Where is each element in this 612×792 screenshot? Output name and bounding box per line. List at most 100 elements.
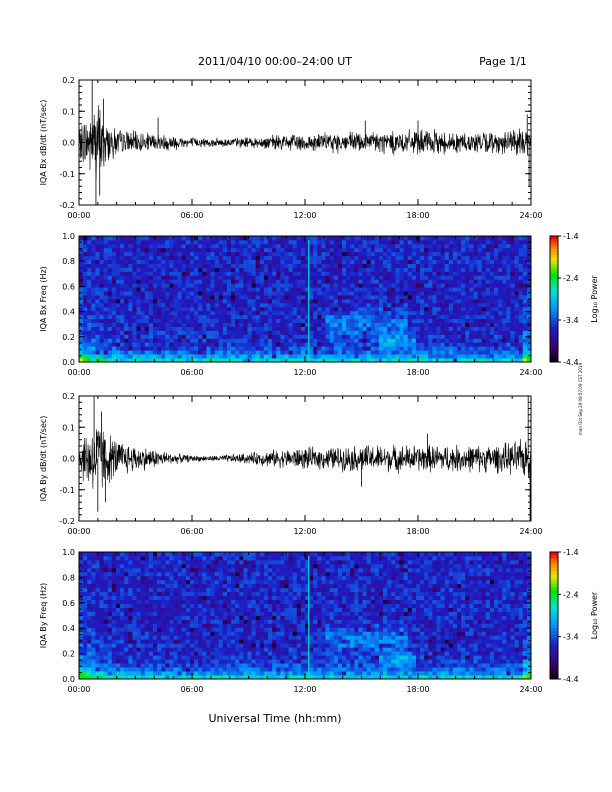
spectrogram-cell — [103, 659, 109, 664]
spectrogram-cell — [325, 247, 331, 253]
spectrogram-cell — [173, 671, 179, 676]
spectrogram-cell — [341, 267, 347, 272]
spectrogram-cell — [321, 330, 326, 335]
spectrogram-cell — [325, 251, 331, 257]
spectrogram-cell — [140, 299, 146, 304]
spectrogram-cell — [87, 659, 92, 664]
spectrogram-cell — [255, 279, 261, 284]
spectrogram-cell — [214, 299, 220, 304]
spectrogram-cell — [243, 255, 248, 261]
spectrogram-cell — [120, 346, 125, 351]
spectrogram-cell — [99, 287, 105, 292]
spectrogram-cell — [161, 671, 166, 676]
spectrogram-cell — [440, 279, 446, 284]
spectrogram-cell — [185, 302, 191, 308]
spectrogram-cell — [107, 607, 113, 612]
spectrogram-cell — [148, 552, 154, 557]
spectrogram-cell — [152, 291, 158, 296]
spectrogram-cell — [111, 255, 117, 261]
spectrogram-cell — [346, 354, 351, 359]
spectrogram-cell — [399, 271, 405, 276]
spectrogram-cell — [485, 271, 491, 276]
spectrogram-cell — [383, 350, 388, 355]
spectrogram-cell — [510, 279, 515, 284]
spectrogram-cell — [173, 271, 179, 276]
spectrogram-cell — [403, 236, 409, 241]
spectrogram-cell — [305, 306, 310, 312]
spectrogram-cell — [469, 342, 474, 347]
spectrogram-cell — [206, 251, 211, 257]
spectrogram-cell — [383, 275, 388, 280]
spectrogram-cell — [157, 671, 162, 676]
spectrogram-cell — [411, 299, 417, 304]
spectrogram-cell — [152, 639, 158, 644]
spectrogram-cell — [181, 563, 187, 569]
spectrogram-cell — [255, 283, 261, 288]
spectrogram-cell — [432, 271, 437, 276]
spectrogram-cell — [259, 299, 265, 304]
spectrogram-cell — [79, 603, 84, 608]
spectrogram-cell — [99, 635, 105, 640]
spectrogram-cell — [337, 314, 343, 320]
spectrogram-cell — [477, 236, 483, 241]
spectrogram-cell — [494, 322, 499, 327]
spectrogram-cell — [128, 334, 133, 339]
spectrogram-cell — [292, 271, 298, 276]
spectrogram-cell — [132, 251, 137, 257]
spectrogram-cell — [194, 322, 199, 327]
spectrogram-cell — [403, 350, 409, 355]
spectrogram-cell — [346, 259, 351, 264]
spectrogram-cell — [148, 354, 154, 359]
spectrogram-cell — [411, 314, 417, 320]
spectrogram-cell — [317, 358, 322, 363]
spectrogram-cell — [432, 334, 437, 339]
spectrogram-cell — [432, 259, 437, 264]
spectrogram-cell — [161, 627, 166, 632]
spectrogram-cell — [432, 283, 437, 288]
spectrogram-cell — [79, 655, 84, 660]
spectrogram-cell — [95, 671, 100, 676]
spectrogram-cell — [436, 275, 441, 280]
spectrogram-cell — [346, 306, 351, 312]
spectrogram-cell — [107, 599, 113, 604]
spectrogram-cell — [152, 611, 158, 616]
spectrogram-cell — [485, 291, 491, 296]
spectrogram-cell — [148, 239, 154, 245]
spectrogram-cell — [111, 295, 117, 300]
spectrogram-cell — [222, 275, 228, 280]
spectrogram-cell — [465, 310, 470, 316]
spectrogram-cell — [91, 591, 96, 597]
spectrogram-cell — [185, 671, 191, 676]
spectrogram-cell — [333, 275, 339, 280]
spectrogram-cell — [341, 299, 347, 304]
spectrogram-cell — [87, 318, 92, 324]
spectrogram-cell — [140, 287, 146, 292]
spectrogram-cell — [378, 267, 384, 272]
spectrogram-cell — [313, 299, 318, 304]
spectrogram-cell — [399, 239, 405, 245]
spectrogram-cell — [514, 291, 520, 296]
spectrogram-cell — [272, 255, 277, 261]
spectrogram-cell — [436, 354, 441, 359]
spectrogram-cell — [477, 291, 483, 296]
spectrogram-cell — [148, 671, 154, 676]
spectrogram-cell — [210, 639, 215, 644]
spectrogram-cell — [165, 251, 170, 257]
spectrogram-cell — [231, 322, 236, 327]
spectrogram-cell — [173, 322, 179, 327]
spectrogram-cell — [317, 236, 322, 241]
spectrogram-cell — [87, 350, 92, 355]
spectrogram-cell — [177, 326, 183, 331]
spectrogram-cell — [305, 275, 310, 280]
spectrogram-cell — [136, 555, 142, 561]
spectrogram-cell — [111, 559, 117, 565]
spectrogram-cell — [124, 663, 129, 668]
spectrogram-cell — [251, 346, 257, 351]
spectrogram-cell — [362, 326, 368, 331]
spectrogram-cell — [165, 350, 170, 355]
spectrogram-cell — [115, 302, 121, 308]
spectrogram-cell — [391, 271, 396, 276]
spectrogram-cell — [120, 607, 125, 612]
spectrogram-cell — [424, 306, 429, 312]
spectrogram-cell — [157, 555, 162, 561]
